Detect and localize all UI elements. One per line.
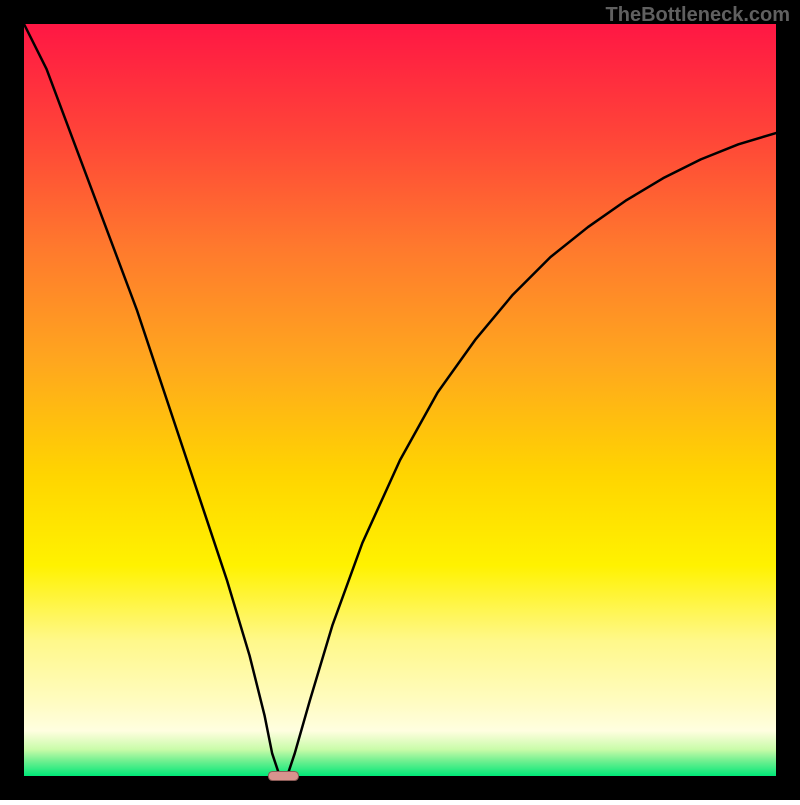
bottleneck-chart (0, 0, 800, 800)
chart-svg (0, 0, 800, 800)
optimal-marker (268, 771, 298, 780)
watermark-label: TheBottleneck.com (606, 4, 790, 27)
chart-background (24, 24, 776, 776)
